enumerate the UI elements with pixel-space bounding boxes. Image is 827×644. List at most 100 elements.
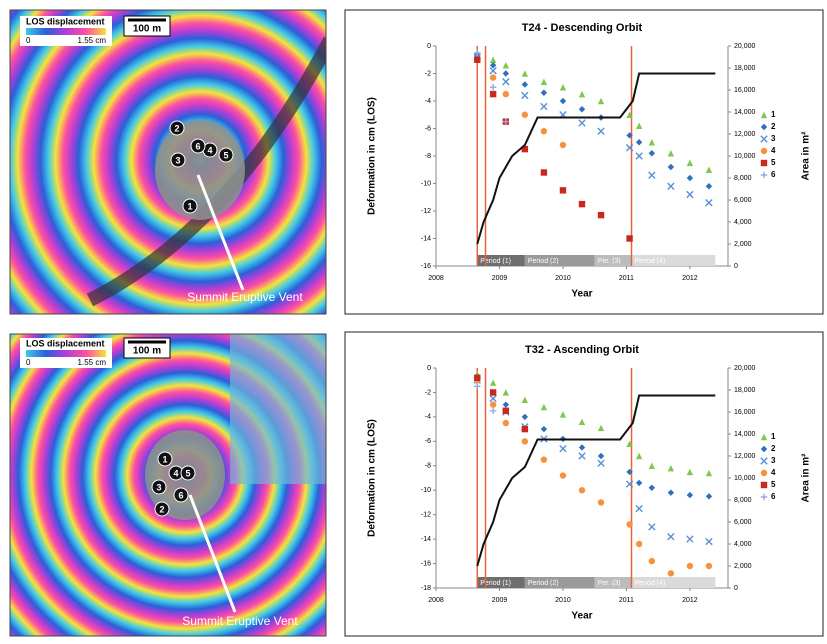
legend-marker (760, 159, 768, 167)
vent-label: Summit Eruptive Vent (182, 614, 298, 628)
point-label: 3 (156, 482, 161, 492)
point (489, 62, 497, 69)
legend-marker (760, 123, 768, 131)
y2-axis-label: Area in m² (801, 453, 812, 503)
x-tick-label: 2008 (428, 597, 444, 604)
period-label: Period (2) (528, 258, 559, 265)
y-tick-label: -14 (421, 235, 431, 242)
point (667, 163, 675, 171)
y2-tick-label: 8,000 (734, 175, 752, 182)
point (705, 493, 713, 500)
point-label: 4 (207, 145, 212, 155)
legend-label: 5 (771, 480, 776, 489)
legend-marker (760, 481, 768, 489)
y-tick-label: -14 (421, 536, 431, 543)
x-tick-label: 2011 (619, 275, 634, 282)
chart-frame (344, 9, 824, 315)
y2-tick-label: 14,000 (734, 431, 756, 438)
y-tick-label: -10 (421, 180, 431, 187)
y-axis-label: Deformation in cm (LOS) (367, 419, 378, 537)
legend-title: LOS displacement (26, 16, 105, 26)
period-label: Period (1) (480, 258, 511, 265)
point (489, 401, 497, 408)
colorbar (26, 350, 106, 357)
legend-marker (760, 111, 768, 119)
point (502, 90, 510, 98)
x-tick-label: 2010 (555, 275, 571, 282)
point (635, 452, 643, 460)
legend-marker (760, 433, 768, 441)
y2-tick-label: 20,000 (734, 43, 756, 50)
point (489, 74, 497, 81)
y-tick-label: -8 (425, 153, 431, 160)
point (540, 78, 548, 85)
point-label: 6 (178, 490, 183, 500)
point (578, 119, 586, 127)
y-tick-label: -4 (425, 414, 431, 421)
point (578, 200, 586, 208)
legend-marker (760, 457, 768, 465)
point (635, 479, 643, 487)
area-line (476, 72, 716, 245)
point (521, 425, 529, 433)
period-band (594, 255, 632, 266)
point (686, 535, 694, 543)
point (489, 90, 497, 98)
point-marker (154, 501, 170, 517)
point (502, 407, 510, 414)
point-marker (170, 152, 186, 168)
legend-min: 0 (26, 36, 31, 45)
legend-label: 6 (771, 170, 776, 179)
y2-axis-label: Area in m² (801, 131, 812, 181)
period-band (477, 577, 525, 588)
y-axis-label: Deformation in cm (LOS) (367, 97, 378, 215)
point (502, 118, 510, 125)
legend-label: 6 (771, 492, 776, 501)
chart-title: T24 - Descending Orbit (522, 22, 643, 34)
y2-tick-label: 2,000 (734, 241, 752, 248)
point (597, 127, 605, 135)
y2-tick-label: 6,000 (734, 197, 752, 204)
period-label: Period (4) (635, 580, 666, 587)
period-band (631, 577, 716, 588)
point (521, 396, 529, 403)
point (648, 462, 656, 469)
y-tick-label: -18 (421, 585, 431, 592)
point (626, 468, 633, 476)
y2-tick-label: 12,000 (734, 131, 756, 138)
legend-label: 1 (771, 110, 776, 119)
point (578, 90, 586, 98)
point (648, 139, 656, 146)
point-label: 3 (175, 155, 180, 165)
point (474, 49, 481, 57)
point (597, 452, 605, 460)
image-frame (9, 9, 327, 315)
point (502, 70, 510, 77)
x-tick-label: 2008 (428, 275, 444, 282)
colorbar (26, 28, 106, 35)
x-tick-label: 2009 (492, 275, 508, 282)
y2-tick-label: 2,000 (734, 563, 752, 570)
legend-label: 1 (771, 432, 776, 441)
legend-marker (760, 493, 768, 501)
point-label: 2 (159, 504, 164, 514)
point (540, 169, 548, 176)
point (474, 56, 481, 63)
point (635, 152, 643, 160)
y2-tick-label: 12,000 (734, 453, 756, 460)
point (667, 532, 675, 541)
point (635, 122, 643, 129)
point (667, 465, 675, 472)
point (540, 403, 548, 411)
x-tick-label: 2012 (682, 597, 698, 604)
point (521, 438, 529, 445)
vent-label: Summit Eruptive Vent (187, 290, 303, 304)
legend-marker (760, 469, 768, 477)
point-label: 2 (174, 123, 179, 133)
chart-title: T32 - Ascending Orbit (525, 344, 639, 356)
x-tick-label: 2012 (682, 275, 698, 282)
legend-marker (760, 445, 768, 453)
period-label: Per. (3) (598, 258, 621, 265)
y2-tick-label: 4,000 (734, 219, 752, 226)
